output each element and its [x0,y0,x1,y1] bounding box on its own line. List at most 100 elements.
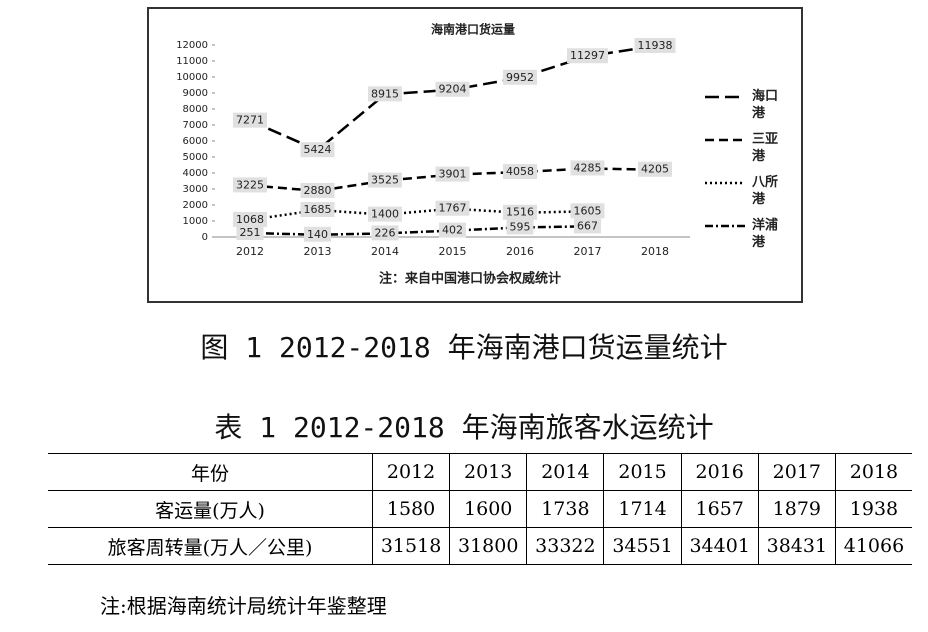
legend-label: 海口港 [752,89,779,121]
data-label-bg [233,112,267,128]
data-label-bg [233,211,267,227]
table-cell: 1657 [680,490,759,528]
data-label: 3525 [371,174,399,187]
x-tick-label: 2018 [641,245,669,258]
legend-label: 洋浦港 [752,218,779,250]
data-label: 402 [442,224,463,237]
data-label-bg [503,204,537,220]
table-cell: 34401 [680,527,759,565]
y-tick-label: 10000 [176,72,208,83]
table-cell: 1714 [603,490,682,528]
data-label: 11938 [638,39,673,52]
x-tick-label: 2017 [574,245,602,258]
data-label-bg [233,177,267,193]
x-tick-label: 2012 [236,245,264,258]
data-label: 3225 [236,178,264,191]
y-tick-label: 1000 [183,216,208,227]
data-label-bg [503,69,537,85]
data-label: 4205 [641,163,669,176]
table-cell: 2012 [371,453,450,491]
chart-frame [147,7,803,303]
data-label: 595 [510,220,531,233]
data-label-bg [368,206,402,222]
y-tick-label: 2000 [183,200,208,211]
data-label-bg [300,202,335,218]
table-cell: 41066 [834,527,912,565]
legend-label: 三亚港 [752,132,779,164]
y-tick-label: 4000 [183,168,208,179]
data-label: 2880 [304,184,332,197]
table-cell: 2015 [603,453,682,491]
table-cell: 1938 [834,490,912,528]
data-label-bg [570,160,605,176]
data-label-bg [570,203,605,219]
table-cell: 年份 [48,453,373,491]
data-label: 9204 [439,83,467,96]
data-label: 1767 [439,202,467,215]
y-tick-label: 11000 [176,56,208,67]
table-cell: 1580 [371,490,450,528]
data-label: 8915 [371,87,399,100]
table-cell: 31518 [371,527,450,565]
y-tick-label: 3000 [183,184,208,195]
table: 年份 2012 2013 2014 2015 2016 2017 2018 客运量(万人) 158… [48,453,912,565]
data-label: 1516 [506,206,534,219]
data-label-bg [634,37,676,53]
data-label: 1685 [304,203,332,216]
data-label-bg [638,161,672,177]
data-label-bg [300,142,335,158]
table-row: 旅客周转量(万人／公里) 31518 31800 33322 34551 34401 384… [48,527,912,565]
data-label-bg [435,81,470,97]
y-tick-label: 5000 [183,152,208,163]
table-cell: 1879 [757,490,836,528]
data-label: 1068 [236,213,264,226]
data-label-bg [368,172,402,188]
x-tick-label: 2016 [506,245,534,258]
data-label: 9952 [506,71,534,84]
data-label: 7271 [236,114,264,127]
y-tick-label: 8000 [183,104,208,115]
table-row: 年份 2012 2013 2014 2015 2016 2017 2018 [48,453,912,491]
annotation: 注：来自中国港口协会权威统计 [379,271,561,287]
x-tick-label: 2014 [371,245,399,258]
y-tick-label: 12000 [176,40,208,51]
data-label: 667 [577,219,598,232]
table-row: 客运量(万人) 1580 1600 1738 1714 1657 1879 1938 [48,490,912,528]
data-label-bg [574,218,601,234]
table-cell: 旅客周转量(万人／公里) [48,527,373,565]
table-cell: 38431 [757,527,836,565]
data-label: 1605 [574,204,602,217]
table-cell: 2016 [680,453,759,491]
table-cell: 2017 [757,453,836,491]
y-tick-label: 0 [202,232,208,243]
figure-caption: 图 1 2012-2018 年海南港口货运量统计 [200,331,728,364]
table-cell: 1600 [449,490,527,528]
y-tick-label: 6000 [183,136,208,147]
y-tick-label: 7000 [183,120,208,131]
table-cell: 33322 [526,527,604,565]
x-tick-label: 2015 [439,245,467,258]
x-tick-label: 2013 [304,245,332,258]
data-label-bg [503,164,537,180]
data-label: 4058 [506,165,534,178]
chart: 海南港口货运量 注：来自中国港口协会权威统计 0 1000 2000 3000 4000… [147,7,803,303]
data-label: 4285 [574,161,602,174]
data-label: 11297 [570,49,605,62]
data-label: 3901 [439,168,467,181]
data-label: 1400 [371,208,399,221]
table-caption: 表 1 2012-2018 年海南旅客水运统计 [214,411,714,444]
table-cell: 客运量(万人) [48,490,373,528]
data-label-bg [236,224,264,240]
table-cell: 2014 [526,453,604,491]
data-label-bg [304,226,331,242]
data-label-bg [435,166,470,182]
data-label: 226 [375,226,396,239]
data-label-bg [368,86,402,102]
data-label-bg [371,225,399,241]
data-label: 251 [240,226,261,239]
data-label: 140 [307,228,328,241]
data-label: 5424 [304,143,332,156]
data-label-bg [435,200,470,216]
table-cell: 2018 [834,453,912,491]
